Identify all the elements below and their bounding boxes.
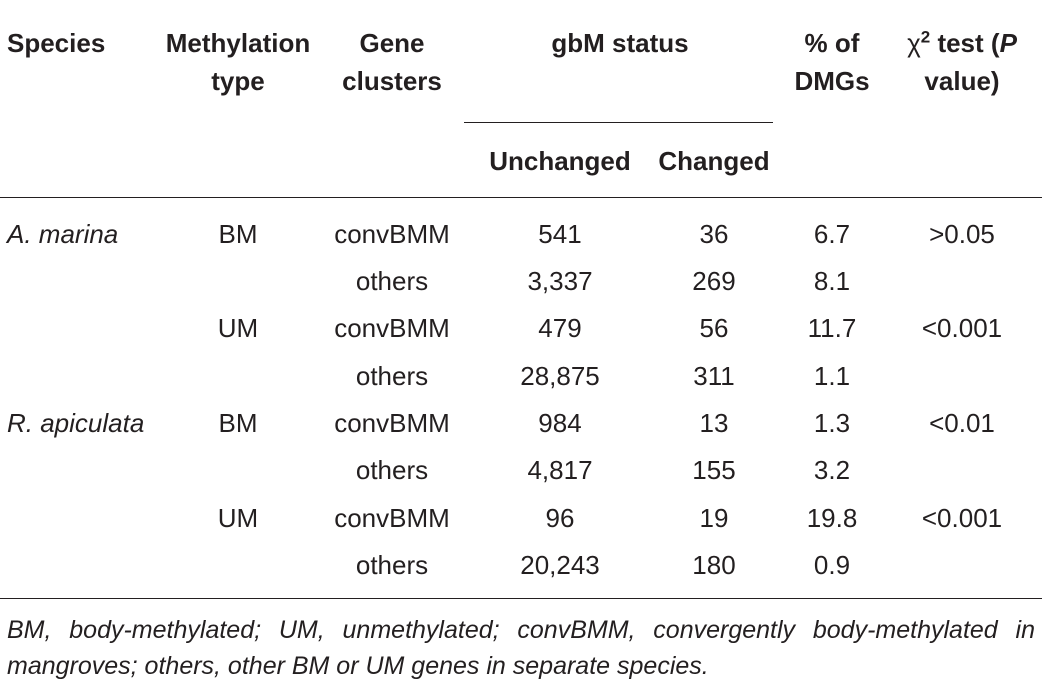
cell-changed: 36: [699, 219, 729, 249]
cell-p-value: <0.001: [921, 313, 1003, 343]
cell-methylation-type: UM: [217, 313, 259, 343]
cell-p-value: >0.05: [929, 219, 995, 249]
cell-percent-dmgs: 1.1: [813, 361, 851, 391]
header-bottom-rule: [0, 197, 1042, 198]
header-methylation-type: Methylation type: [166, 24, 310, 100]
cell-gene-cluster: convBMM: [334, 408, 450, 438]
cell-species: A. marina: [7, 219, 119, 249]
cell-changed: 13: [699, 408, 729, 438]
cell-unchanged: 28,875: [520, 361, 600, 391]
cell-unchanged: 4,817: [527, 455, 593, 485]
cell-gene-cluster: others: [355, 361, 429, 391]
chi-test-text: test (: [930, 28, 1000, 58]
cell-percent-dmgs: 11.7: [807, 313, 857, 343]
cell-percent-dmgs: 3.2: [813, 455, 851, 485]
chi-p-letter: P: [999, 28, 1017, 58]
cell-unchanged: 96: [545, 503, 575, 533]
header-species: Species: [7, 28, 106, 58]
cell-species: R. apiculata: [7, 408, 145, 438]
cell-percent-dmgs: 8.1: [813, 266, 851, 296]
cell-percent-dmgs: 1.3: [813, 408, 851, 438]
cell-unchanged: 541: [538, 219, 582, 249]
cell-gene-cluster: convBMM: [334, 313, 450, 343]
header-percent-dmgs-line2: DMGs: [794, 66, 870, 96]
cell-p-value: <0.01: [929, 408, 995, 438]
cell-changed: 56: [699, 313, 729, 343]
header-percent-dmgs-line1: % of: [804, 28, 860, 58]
cell-gene-cluster: others: [355, 266, 429, 296]
cell-methylation-type: BM: [218, 219, 258, 249]
header-methylation-type-line1: Methylation: [165, 28, 311, 58]
cell-percent-dmgs: 19.8: [806, 503, 858, 533]
gbm-status-underline: [464, 122, 773, 123]
cell-percent-dmgs: 0.9: [813, 550, 851, 580]
cell-gene-cluster: others: [355, 455, 429, 485]
cell-changed: 269: [692, 266, 736, 296]
cell-unchanged: 984: [538, 408, 582, 438]
cell-methylation-type: BM: [218, 408, 258, 438]
cell-unchanged: 20,243: [520, 550, 600, 580]
cell-changed: 155: [692, 455, 736, 485]
header-gene-clusters-line2: clusters: [342, 66, 442, 96]
cell-methylation-type: UM: [217, 503, 259, 533]
cell-percent-dmgs: 6.7: [813, 219, 851, 249]
header-percent-dmgs: % of DMGs: [794, 24, 869, 100]
cell-gene-cluster: convBMM: [334, 219, 450, 249]
header-methylation-type-line2: type: [211, 66, 265, 96]
chi-symbol: χ: [907, 28, 921, 58]
header-changed: Changed: [658, 146, 770, 176]
header-gene-clusters: Gene clusters: [342, 24, 442, 100]
header-gene-clusters-line1: Gene: [359, 28, 425, 58]
table-footnote: BM, body-methylated; UM, unmethylated; c…: [7, 616, 1035, 680]
cell-changed: 311: [693, 361, 735, 391]
cell-changed: 180: [692, 550, 736, 580]
cell-gene-cluster: others: [355, 550, 429, 580]
header-unchanged: Unchanged: [489, 146, 631, 176]
table-bottom-rule: [0, 598, 1042, 599]
cell-unchanged: 3,337: [527, 266, 593, 296]
header-chi-square-line1: χ2 test (P: [907, 24, 1017, 62]
cell-changed: 19: [699, 503, 729, 533]
header-chi-square-line2: value): [924, 66, 1000, 96]
chi-superscript: 2: [920, 27, 931, 47]
cell-gene-cluster: convBMM: [334, 503, 450, 533]
header-gbm-status: gbM status: [551, 28, 689, 58]
header-chi-square: χ2 test (P value): [907, 24, 1017, 100]
cell-unchanged: 479: [538, 313, 582, 343]
cell-p-value: <0.001: [921, 503, 1003, 533]
